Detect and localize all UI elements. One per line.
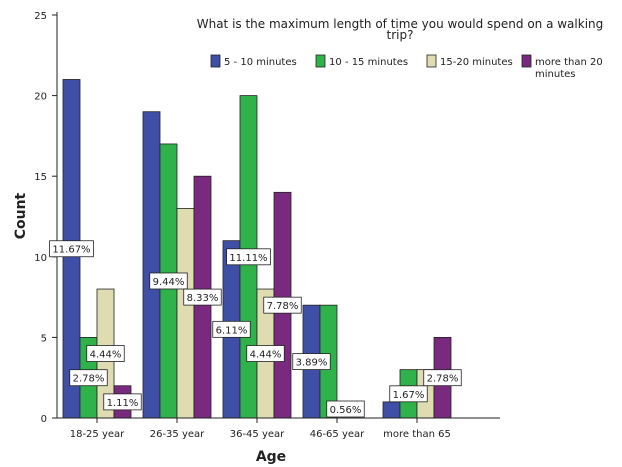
axes-layer: 0 5 10 15 20 25 18-25 year 26-35 year 36-45 year…	[34, 11, 500, 440]
legend-title: trip?	[387, 28, 414, 42]
data-label-box	[263, 296, 302, 314]
data-label: 0.56%	[326, 400, 365, 418]
y-tick-label: 5	[41, 333, 47, 344]
data-label-text: 1.11%	[107, 398, 139, 409]
data-label: 1.11%	[103, 393, 142, 411]
y-axis-title: Count	[13, 192, 29, 239]
bar	[142, 111, 161, 419]
data-label-text: 3.89%	[296, 358, 328, 369]
legend-swatch	[521, 54, 532, 68]
y-tick-label: 15	[34, 172, 47, 183]
legend-item: 5 - 10 minutes	[210, 54, 297, 68]
legend-title: What is the maximum length of time you w…	[197, 17, 604, 31]
y-tick-label: 25	[34, 11, 47, 22]
data-label-box	[326, 400, 365, 418]
data-label-box	[86, 345, 125, 362]
legend-label: minutes	[535, 69, 575, 80]
data-label: 4.44%	[86, 345, 125, 362]
legend: What is the maximum length of time you w…	[197, 17, 604, 80]
data-label: 1.67%	[389, 385, 428, 403]
data-label-text: 4.44%	[90, 350, 122, 361]
x-tick-label: 18-25 year	[70, 429, 125, 440]
data-label-box	[103, 393, 142, 411]
data-label-text: 11.67%	[52, 245, 90, 256]
data-label-box	[183, 288, 222, 306]
data-label-box	[423, 369, 462, 387]
data-label-text: 2.78%	[427, 374, 459, 385]
data-label-text: 0.56%	[330, 405, 362, 416]
y-tick-label: 20	[34, 92, 47, 103]
data-label-box	[292, 353, 331, 370]
data-label: 11.11%	[226, 248, 271, 266]
data-label: 2.78%	[423, 369, 462, 387]
data-label: 3.89%	[292, 353, 331, 370]
legend-label: 10 - 15 minutes	[329, 57, 408, 68]
legend-label: 5 - 10 minutes	[224, 57, 297, 68]
x-tick-label: more than 65	[383, 429, 451, 440]
data-label: 7.78%	[263, 296, 302, 314]
y-tick-label: 0	[41, 414, 47, 425]
data-label: 4.44%	[246, 345, 285, 362]
x-tick-label: 46-65 year	[310, 429, 365, 440]
data-label-text: 4.44%	[250, 350, 282, 361]
data-label-text: 11.11%	[229, 253, 267, 264]
legend-swatch	[315, 54, 326, 68]
x-axis-title: Age	[256, 449, 286, 465]
legend-swatch	[210, 54, 221, 68]
data-label-text: 7.78%	[267, 301, 299, 312]
data-label-text: 1.67%	[393, 390, 425, 401]
data-label-text: 8.33%	[187, 293, 219, 304]
legend-label: more than 20	[535, 57, 603, 68]
data-label-text: 2.78%	[73, 374, 105, 385]
bar	[176, 208, 195, 419]
data-label-text: 6.11%	[216, 325, 248, 336]
data-label: 9.44%	[149, 272, 188, 290]
data-label-box	[69, 369, 108, 387]
legend-swatch	[426, 54, 437, 68]
data-label-box	[226, 248, 271, 266]
legend-item: 10 - 15 minutes	[315, 54, 408, 68]
data-label-box	[49, 240, 94, 258]
data-label-box	[149, 272, 188, 290]
data-label-box	[389, 385, 428, 403]
data-label: 2.78%	[69, 369, 108, 387]
data-label-box	[246, 345, 285, 362]
x-tick-label: 26-35 year	[150, 429, 205, 440]
data-label-text: 9.44%	[153, 277, 185, 288]
data-labels-layer: 11.67% 6.11% 3.89% 2.78% 9.44% 11.11% 1.67% 4.4…	[49, 240, 462, 418]
data-label-box	[212, 320, 251, 338]
data-label: 8.33%	[183, 288, 222, 306]
legend-item: 15-20 minutes	[426, 54, 513, 68]
x-tick-label: 36-45 year	[230, 429, 285, 440]
data-label: 6.11%	[212, 320, 251, 338]
y-tick-label: 10	[34, 253, 47, 264]
bar	[382, 401, 401, 419]
data-label: 11.67%	[49, 240, 94, 258]
legend-label: 15-20 minutes	[440, 57, 513, 68]
